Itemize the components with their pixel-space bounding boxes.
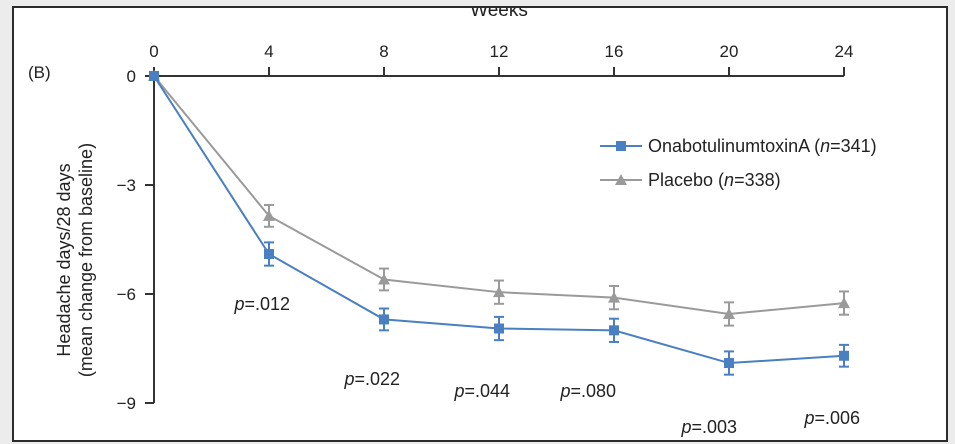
p-value-label: p=.003	[680, 417, 737, 437]
series-ona	[149, 71, 849, 376]
p-value-number: =.022	[354, 369, 400, 389]
x-tick-label: 12	[490, 42, 509, 61]
legend-label: OnabotulinumtoxinA (n=341)	[648, 136, 877, 156]
p-value-p: p	[680, 417, 691, 437]
p-value-number: =.012	[244, 294, 290, 314]
x-tick-label: 20	[720, 42, 739, 61]
legend-series-name: OnabotulinumtoxinA (	[648, 136, 820, 156]
data-point-ona	[494, 323, 504, 334]
p-value-label: p=.080	[559, 381, 616, 401]
y-tick-label: −3	[117, 176, 136, 195]
legend-item-ona: OnabotulinumtoxinA (n=341)	[600, 136, 877, 156]
panel-label: (B)	[28, 63, 51, 82]
data-point-ona	[264, 249, 274, 260]
legend-n-symbol: n	[724, 170, 734, 190]
data-point-ona	[149, 71, 159, 81]
legend-swatch-marker	[616, 141, 626, 151]
legend-n-value: =341)	[830, 136, 877, 156]
data-point-placebo	[263, 209, 275, 221]
y-axis-title-line-1: Headache days/28 days	[54, 163, 74, 356]
y-tick-label: −9	[117, 394, 136, 413]
y-tick-label: −6	[117, 285, 136, 304]
y-ticks: 0 −3 −6 −9	[117, 67, 154, 413]
data-point-ona	[379, 314, 389, 325]
p-value-number: =.044	[464, 381, 510, 401]
x-tick-label: 0	[149, 42, 158, 61]
y-tick-label: 0	[127, 67, 136, 86]
x-tick-label: 24	[835, 42, 854, 61]
legend-n-symbol: n	[820, 136, 830, 156]
data-point-placebo	[608, 291, 620, 303]
x-tick-label: 4	[264, 42, 273, 61]
data-point-placebo	[723, 307, 735, 319]
series-layer	[148, 70, 850, 376]
y-axis-title-line-2: (mean change from baseline)	[76, 143, 96, 377]
series-line-placebo	[153, 75, 845, 315]
p-value-p: p	[233, 294, 244, 314]
data-point-ona	[724, 358, 734, 369]
data-point-ona	[839, 350, 849, 361]
x-tick-label: 16	[605, 42, 624, 61]
figure-frame: Weeks (B) Headache days/28 days (mean ch…	[12, 6, 948, 442]
legend-n-value: =338)	[734, 170, 781, 190]
p-value-label: p=.006	[803, 408, 860, 428]
data-point-placebo	[493, 286, 505, 298]
series-placebo	[148, 70, 850, 327]
x-tick-label: 8	[379, 42, 388, 61]
p-value-p: p	[803, 408, 814, 428]
p-value-label: p=.022	[343, 369, 400, 389]
p-value-label: p=.012	[233, 294, 290, 314]
p-value-p: p	[343, 369, 354, 389]
legend-series-name: Placebo (	[648, 170, 724, 190]
data-point-placebo	[838, 297, 850, 309]
p-value-label: p=.044	[453, 381, 510, 401]
line-chart: Weeks (B) Headache days/28 days (mean ch…	[28, 8, 877, 437]
x-axis-title: Weeks	[470, 8, 528, 21]
legend-item-placebo: Placebo (n=338)	[600, 170, 781, 190]
p-value-number: =.006	[814, 408, 860, 428]
p-value-number: =.080	[570, 381, 616, 401]
p-value-p: p	[453, 381, 464, 401]
p-value-number: =.003	[691, 417, 737, 437]
data-point-ona	[609, 325, 619, 336]
data-point-placebo	[378, 273, 390, 285]
p-value-p: p	[559, 381, 570, 401]
y-axis-title: Headache days/28 days (mean change from …	[54, 143, 96, 377]
legend-label: Placebo (n=338)	[648, 170, 781, 190]
legend: OnabotulinumtoxinA (n=341)Placebo (n=338…	[600, 136, 877, 190]
legend-swatch-marker	[615, 174, 627, 185]
x-ticks: 0 4 8 12 16 20 24	[149, 42, 853, 76]
